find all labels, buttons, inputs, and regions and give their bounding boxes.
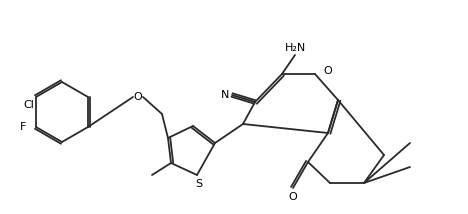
Text: O: O [134,92,142,102]
Text: Cl: Cl [23,100,34,110]
Text: H₂N: H₂N [285,43,306,53]
Text: O: O [323,66,332,76]
Text: S: S [196,179,203,189]
Text: F: F [20,122,26,132]
Text: O: O [289,192,297,202]
Text: N: N [221,90,229,100]
